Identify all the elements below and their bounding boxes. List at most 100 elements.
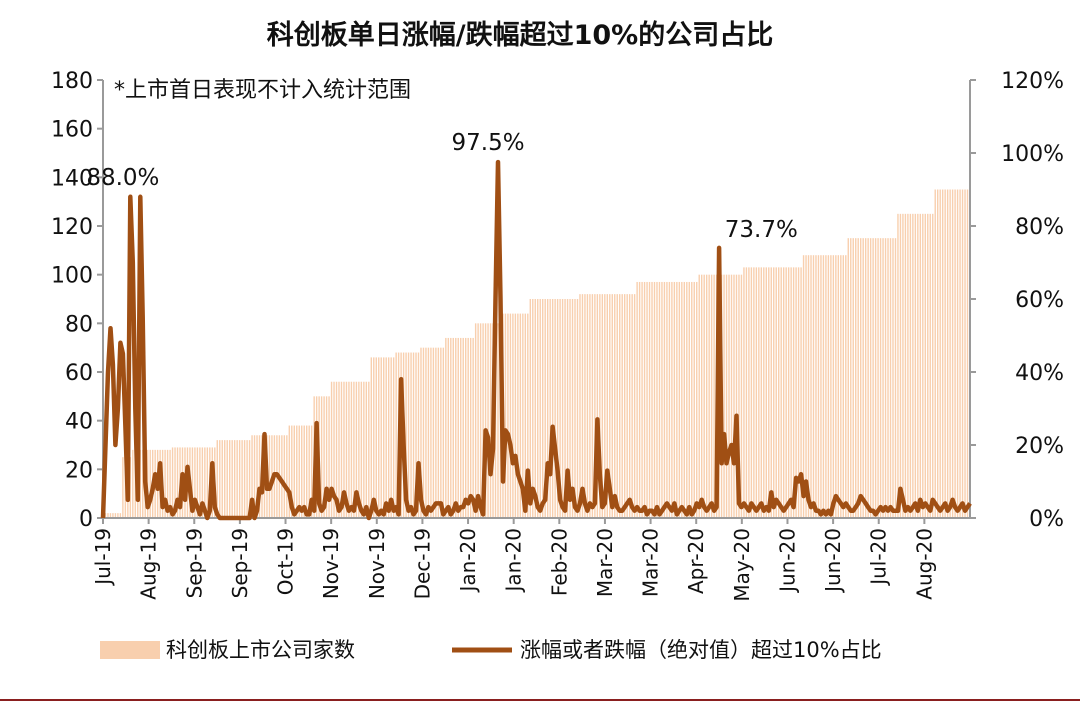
bar xyxy=(887,238,889,518)
right-y-tick-label: 100% xyxy=(1001,142,1064,167)
bar xyxy=(194,447,196,518)
bar xyxy=(216,440,218,518)
bar xyxy=(373,357,375,518)
peak-label: 73.7% xyxy=(725,217,798,243)
left-y-tick-label: 180 xyxy=(51,69,93,94)
bar xyxy=(542,299,544,518)
bar xyxy=(738,274,740,518)
bar xyxy=(566,299,569,518)
bar xyxy=(628,294,631,518)
line-series xyxy=(100,159,972,521)
left-y-tick-label: 80 xyxy=(65,312,93,337)
bar xyxy=(949,189,951,518)
x-tick-label: Jun-20 xyxy=(775,528,799,594)
bar xyxy=(122,457,124,518)
chart-title: 科创板单日涨幅/跌幅超过10%的公司占比 xyxy=(267,19,774,51)
bar xyxy=(472,337,474,518)
bar xyxy=(460,337,462,518)
bar xyxy=(773,267,775,518)
bar xyxy=(228,440,231,518)
bar xyxy=(328,396,330,518)
bar xyxy=(109,513,112,518)
bar xyxy=(638,281,641,518)
x-axis-ticks: Jul-19 Aug-19 Sep-19 Sep-19 Oct-19 Nov-19 Nov-… xyxy=(91,518,936,602)
bar xyxy=(308,425,310,518)
bar xyxy=(775,267,777,518)
bar xyxy=(646,281,648,518)
bar xyxy=(395,352,397,518)
x-tick-label: Mar-20 xyxy=(593,528,617,597)
bar xyxy=(802,255,805,518)
bar xyxy=(835,255,837,518)
bar xyxy=(696,281,698,518)
bar xyxy=(464,337,467,518)
bar xyxy=(288,425,291,518)
bar xyxy=(387,357,390,518)
bar xyxy=(733,274,735,518)
bar xyxy=(507,313,509,518)
bar xyxy=(951,189,954,518)
bar xyxy=(725,274,728,518)
bar xyxy=(909,213,912,519)
bar xyxy=(139,449,141,518)
bar xyxy=(671,281,673,518)
bar xyxy=(559,299,561,518)
right-y-tick-label: 80% xyxy=(1015,215,1064,240)
right-y-tick-label: 120% xyxy=(1001,69,1064,94)
bar xyxy=(320,396,323,518)
bar xyxy=(564,299,566,518)
bar xyxy=(859,238,862,518)
bar xyxy=(713,274,715,518)
left-y-tick-label: 100 xyxy=(51,264,93,289)
bar xyxy=(556,299,559,518)
bar xyxy=(847,238,849,518)
bar xyxy=(569,299,571,518)
bar xyxy=(551,299,554,518)
bar xyxy=(698,274,700,518)
bar xyxy=(407,352,410,518)
bar xyxy=(330,381,333,518)
bar xyxy=(171,447,174,518)
bar xyxy=(889,238,892,518)
x-tick-label: Jan-20 xyxy=(456,528,480,594)
bar xyxy=(710,274,713,518)
bar xyxy=(673,281,676,518)
bar xyxy=(693,281,695,518)
bar xyxy=(323,396,325,518)
bar xyxy=(348,381,350,518)
bar xyxy=(946,189,949,518)
left-y-tick-label: 60 xyxy=(65,361,93,386)
bar xyxy=(517,313,519,518)
bar xyxy=(907,213,909,519)
bar xyxy=(785,267,787,518)
bar xyxy=(420,347,422,518)
x-tick-label: Oct-19 xyxy=(274,528,298,595)
bar xyxy=(174,447,176,518)
bar xyxy=(546,299,549,518)
bar xyxy=(780,267,782,518)
bar xyxy=(358,381,360,518)
bar xyxy=(666,281,668,518)
bar xyxy=(701,274,703,518)
bar xyxy=(584,294,586,518)
bar xyxy=(224,440,226,518)
bar xyxy=(437,347,440,518)
bar xyxy=(872,238,874,518)
bar xyxy=(412,352,415,518)
bar xyxy=(822,255,825,518)
bar xyxy=(820,255,822,518)
bar xyxy=(537,299,539,518)
bar xyxy=(219,440,221,518)
bar xyxy=(601,294,604,518)
x-tick-label: Feb-20 xyxy=(547,528,571,596)
bar xyxy=(226,440,228,518)
bar xyxy=(604,294,606,518)
bar xyxy=(112,513,114,518)
bar xyxy=(792,267,795,518)
bar xyxy=(574,299,576,518)
bar xyxy=(929,213,931,519)
bar xyxy=(755,267,758,518)
chart-note: *上市首日表现不计入统计范围 xyxy=(114,78,411,103)
bar xyxy=(626,294,628,518)
x-tick-label: Jul-20 xyxy=(867,528,891,587)
